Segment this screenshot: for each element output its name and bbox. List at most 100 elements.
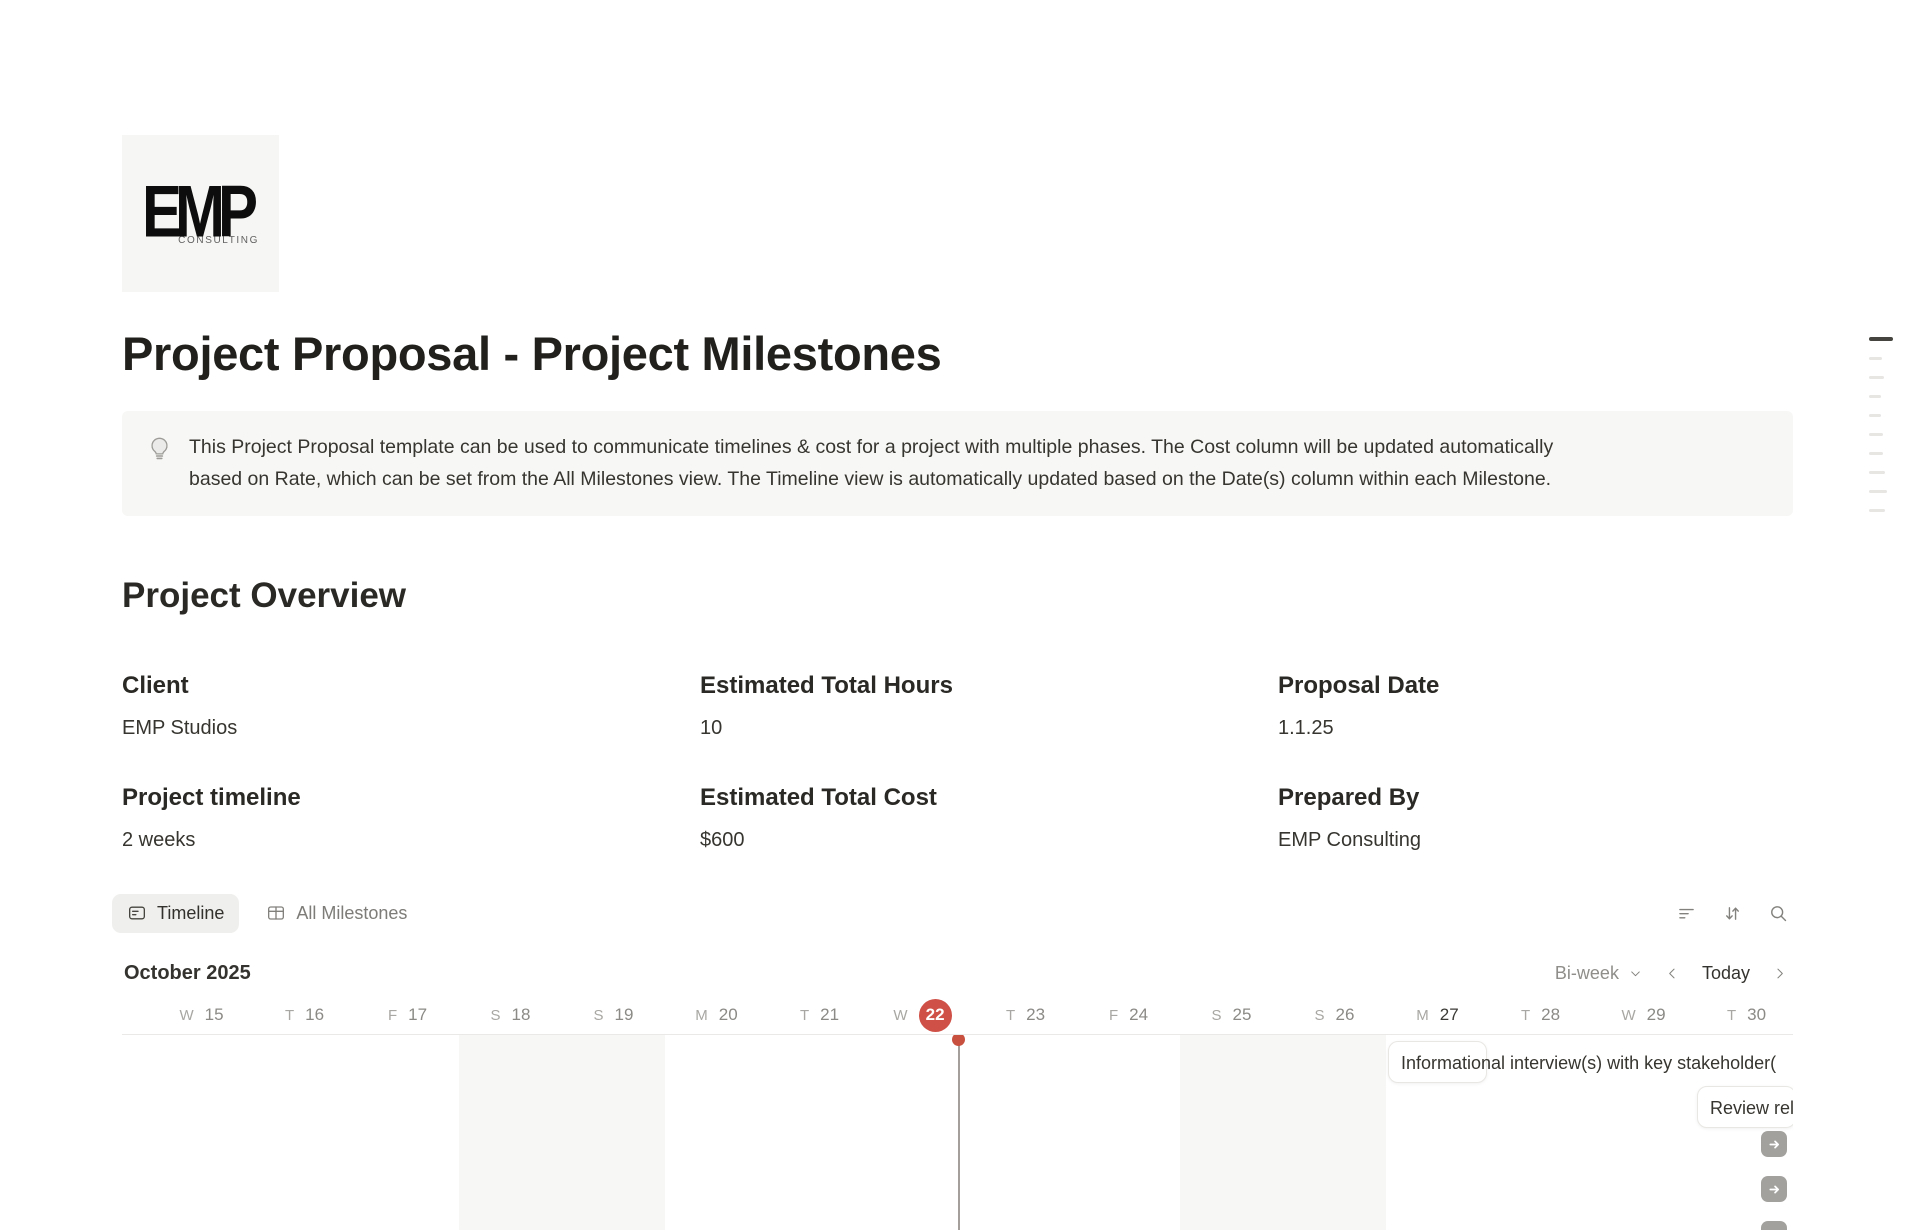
outline-bar[interactable] xyxy=(1869,452,1883,455)
outline-bar[interactable] xyxy=(1869,395,1881,398)
search-icon[interactable] xyxy=(1768,903,1789,924)
field-label: Estimated Total Cost xyxy=(700,784,937,812)
tab-all-milestones[interactable]: All Milestones xyxy=(251,894,422,933)
outline-bar[interactable] xyxy=(1869,509,1885,512)
date-cell: F 17 xyxy=(356,1005,459,1025)
date-cell-day-number: 24 xyxy=(1129,1005,1149,1025)
overview-field: Estimated Total Hours 10 xyxy=(700,672,1278,740)
sort-icon[interactable] xyxy=(1722,903,1743,924)
date-cell-day-number: 20 xyxy=(718,1005,738,1025)
timeline-controls: Bi-week Today xyxy=(1555,963,1793,984)
timeline-date-row: W 15 T 16 F 17 S 18 S 19 xyxy=(122,997,1793,1033)
date-cell: W 15 xyxy=(150,1005,253,1025)
weekend-shading xyxy=(1180,1035,1386,1230)
table-view-icon xyxy=(268,906,285,920)
outline-bar[interactable] xyxy=(1869,414,1881,417)
date-cell-day-number: 16 xyxy=(305,1005,325,1025)
light-bulb-icon xyxy=(146,435,173,462)
timeline-month-label: October 2025 xyxy=(124,962,251,985)
page-logo[interactable]: EMP CONSULTING xyxy=(122,135,279,292)
date-cell-day-number: 15 xyxy=(204,1005,224,1025)
tab-all-milestones-label: All Milestones xyxy=(296,902,408,923)
date-cell-day-letter: T xyxy=(1520,1006,1531,1024)
date-cell: T 30 xyxy=(1695,1005,1798,1025)
date-cell-day-letter: S xyxy=(593,1006,604,1024)
field-label: Estimated Total Hours xyxy=(700,672,953,700)
field-value[interactable]: $600 xyxy=(700,829,745,852)
date-cell-day-letter: W xyxy=(1621,1006,1636,1024)
callout-text[interactable]: This Project Proposal template can be us… xyxy=(189,432,1553,495)
date-cell: S 25 xyxy=(1180,1005,1283,1025)
callout-line-1: This Project Proposal template can be us… xyxy=(189,436,1554,458)
database-views-row: Timeline All Milestones xyxy=(112,888,1793,938)
callout-line-2: based on Rate, which can be set from the… xyxy=(189,467,1552,490)
tab-timeline[interactable]: Timeline xyxy=(112,893,240,933)
date-cell: F 24 xyxy=(1077,1005,1180,1025)
overflow-indicator[interactable] xyxy=(1761,1221,1787,1230)
date-cell: W 22 xyxy=(871,998,974,1032)
date-cell-day-letter: W xyxy=(893,1006,908,1024)
date-cell-day-letter: T xyxy=(284,1006,295,1024)
field-value[interactable]: EMP Consulting xyxy=(1278,829,1422,852)
arrow-right-icon xyxy=(1768,1140,1779,1149)
logo-consulting-text: CONSULTING xyxy=(178,234,259,246)
view-tabs: Timeline All Milestones xyxy=(112,893,422,933)
date-cell-day-letter: T xyxy=(799,1006,810,1024)
field-value[interactable]: 1.1.25 xyxy=(1278,717,1334,740)
outline-bar[interactable] xyxy=(1869,376,1884,379)
date-cell-day-letter: F xyxy=(1108,1006,1119,1024)
field-label: Client xyxy=(122,672,189,700)
date-cell-day-number: 21 xyxy=(820,1005,840,1025)
date-cell: S 18 xyxy=(459,1005,562,1025)
date-cell: W 29 xyxy=(1592,1005,1695,1025)
section-heading-project-overview[interactable]: Project Overview xyxy=(122,576,407,616)
today-marker-line xyxy=(958,1035,960,1230)
date-cell-day-letter: M xyxy=(1416,1006,1429,1024)
outline-bar[interactable] xyxy=(1869,357,1882,360)
overview-fields-grid: Client EMP Studios Estimated Total Hours… xyxy=(122,672,1793,852)
date-cell-day-letter: F xyxy=(387,1006,398,1024)
chevron-left-icon xyxy=(1669,968,1675,979)
date-cell-day-letter: T xyxy=(1726,1006,1737,1024)
date-cell-day-number: 18 xyxy=(511,1005,531,1025)
overflow-indicator[interactable] xyxy=(1761,1176,1787,1203)
date-cell-day-number: 27 xyxy=(1439,1005,1459,1025)
date-cell-day-letter: W xyxy=(179,1006,194,1024)
outline-bar[interactable] xyxy=(1869,490,1887,493)
outline-bar[interactable] xyxy=(1869,471,1885,474)
date-cell-day-number: 19 xyxy=(614,1005,634,1025)
timeline-zoom-select[interactable]: Bi-week xyxy=(1555,963,1643,984)
date-cell: S 19 xyxy=(562,1005,665,1025)
filter-icon[interactable] xyxy=(1676,903,1697,924)
field-value[interactable]: 10 xyxy=(700,717,723,740)
timeline-bar[interactable]: Review relev xyxy=(1697,1086,1793,1129)
outline-rail[interactable] xyxy=(1869,337,1893,512)
field-label: Prepared By xyxy=(1278,784,1420,812)
date-cell-day-number: 25 xyxy=(1232,1005,1252,1025)
outline-bar[interactable] xyxy=(1869,337,1893,341)
timeline-bar[interactable]: Informational interview(s) with key stak… xyxy=(1388,1041,1776,1084)
page-title[interactable]: Project Proposal - Project Milestones xyxy=(122,327,942,380)
date-cell: S 26 xyxy=(1283,1005,1386,1025)
overview-field: Proposal Date 1.1.25 xyxy=(1278,672,1793,740)
date-cell-day-number: 22 xyxy=(918,998,952,1032)
overview-field: Prepared By EMP Consulting xyxy=(1278,784,1793,852)
date-cell-day-letter: T xyxy=(1005,1006,1016,1024)
timeline-prev-button[interactable] xyxy=(1665,966,1680,981)
page-body: EMP CONSULTING Project Proposal - Projec… xyxy=(112,0,1793,1230)
field-value[interactable]: 2 weeks xyxy=(122,829,196,852)
overflow-indicator[interactable] xyxy=(1761,1131,1787,1158)
timeline-view-icon xyxy=(129,906,146,920)
view-toolbar xyxy=(1676,903,1793,924)
outline-bar[interactable] xyxy=(1869,433,1883,436)
field-value[interactable]: EMP Studios xyxy=(122,717,238,740)
timeline-next-button[interactable] xyxy=(1772,966,1787,981)
overview-field: Estimated Total Cost $600 xyxy=(700,784,1278,852)
timeline-bar-title: Informational interview(s) with key stak… xyxy=(1401,1053,1777,1074)
date-cell-day-number: 17 xyxy=(408,1005,428,1025)
timeline-today-button[interactable]: Today xyxy=(1701,963,1750,984)
date-cell: T 23 xyxy=(974,1005,1077,1025)
date-cell-day-number: 28 xyxy=(1541,1005,1561,1025)
today-marker-dot xyxy=(952,1035,965,1047)
overview-field: Client EMP Studios xyxy=(122,672,700,740)
